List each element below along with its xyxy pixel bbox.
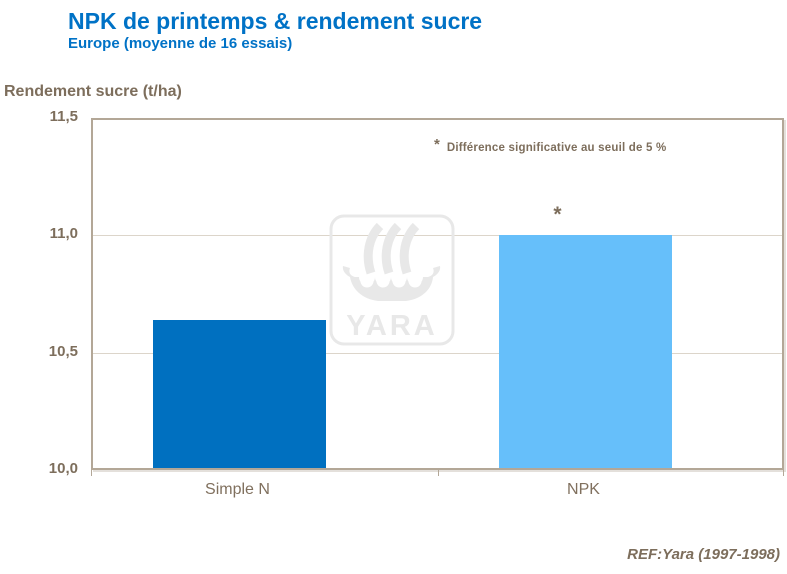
- y-tick-label-11,5: 11,5: [49, 108, 78, 125]
- y-tick-label-11,0: 11,0: [49, 225, 78, 243]
- chart-subtitle: Europe (moyenne de 16 essais): [68, 35, 293, 52]
- gridline-11: [93, 235, 782, 237]
- yara-logo-watermark: YARA: [329, 214, 455, 346]
- bar-npk: [499, 235, 672, 468]
- x-category-label-simple-n: Simple N: [205, 481, 270, 498]
- svg-text:YARA: YARA: [346, 310, 438, 342]
- significance-annotation: * Différence significative au seuil de 5 …: [434, 136, 666, 156]
- x-axis-tick-1: [437, 470, 439, 476]
- plot-area: YARA: [91, 118, 784, 470]
- significance-annotation-marker: *: [434, 136, 440, 153]
- chart-title: NPK de printemps & rendement sucre: [68, 8, 483, 34]
- y-axis-title: Rendement sucre (t/ha): [4, 83, 182, 100]
- significance-annotation-text: Différence significative au seuil de 5 %: [446, 142, 667, 154]
- gridline-10.5: [93, 352, 782, 354]
- reference-text: REF:Yara (1997-1998): [627, 546, 780, 563]
- x-category-label-npk: NPK: [567, 481, 600, 498]
- y-tick-label-10,5: 10,5: [48, 342, 78, 360]
- x-axis-tick-0: [91, 470, 92, 476]
- y-tick-label-10,0: 10,0: [48, 460, 78, 477]
- x-axis-tick-2: [783, 470, 784, 476]
- bar-simple-n: [153, 319, 326, 468]
- significance-star-npk: *: [553, 203, 562, 227]
- title-block: NPK de printemps & rendement sucre Europ…: [68, 8, 482, 53]
